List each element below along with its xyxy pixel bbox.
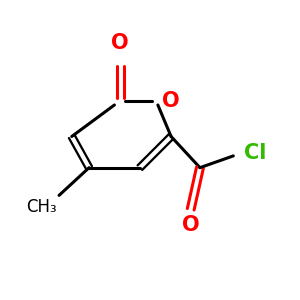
- Text: Cl: Cl: [244, 143, 266, 163]
- Text: O: O: [162, 91, 179, 111]
- Text: O: O: [182, 215, 200, 235]
- Text: O: O: [111, 33, 129, 53]
- Text: CH₃: CH₃: [26, 198, 57, 216]
